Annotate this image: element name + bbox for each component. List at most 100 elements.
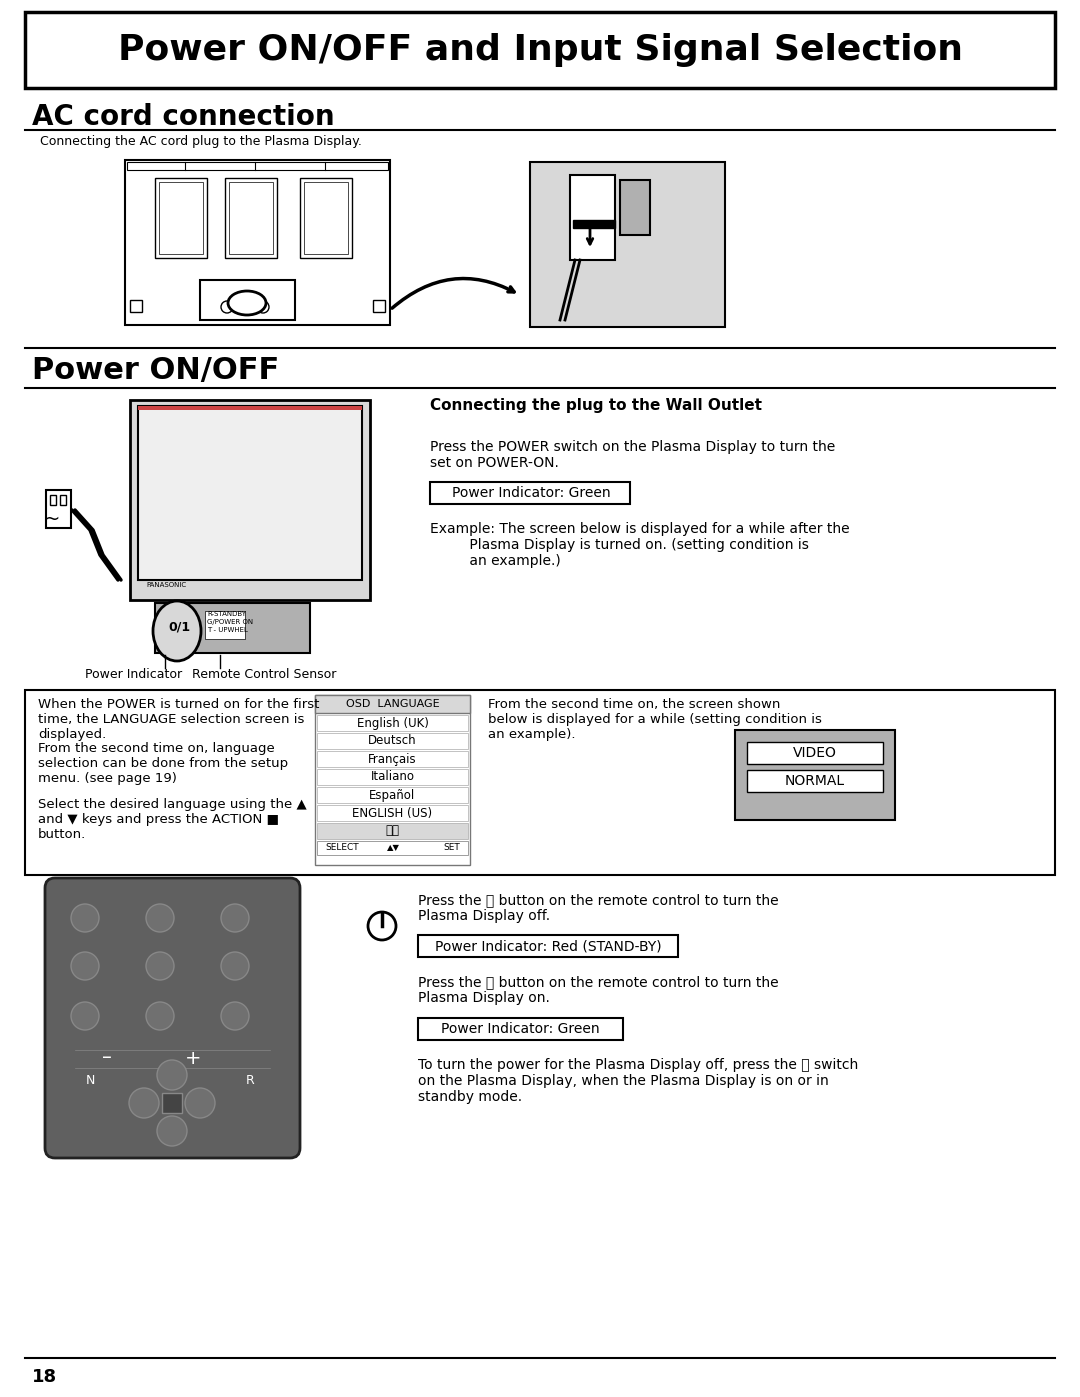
- Text: Power ON/OFF: Power ON/OFF: [32, 356, 280, 386]
- FancyBboxPatch shape: [45, 877, 300, 1158]
- Text: Power Indicator: Red (STAND-BY): Power Indicator: Red (STAND-BY): [434, 939, 661, 953]
- Bar: [318, 768, 468, 785]
- Circle shape: [185, 1088, 215, 1118]
- Text: From the second time on, language
selection can be done from the setup
menu. (se: From the second time on, language select…: [38, 742, 288, 785]
- Text: VIDEO: VIDEO: [793, 746, 837, 760]
- Text: Power Indicator: Green: Power Indicator: Green: [441, 1023, 599, 1037]
- Text: +: +: [185, 1049, 201, 1067]
- Bar: [318, 715, 468, 731]
- Circle shape: [146, 904, 174, 932]
- Text: Example: The screen below is displayed for a while after the
         Plasma Dis: Example: The screen below is displayed f…: [430, 522, 850, 569]
- Text: Español: Español: [369, 788, 416, 802]
- Text: Power Indicator: Green: Power Indicator: Green: [451, 486, 610, 500]
- Bar: [156, 177, 207, 258]
- Circle shape: [71, 951, 99, 981]
- Text: Deutsch: Deutsch: [368, 735, 417, 747]
- Bar: [418, 1018, 623, 1039]
- Text: SET: SET: [443, 844, 460, 852]
- Bar: [125, 161, 390, 326]
- Text: OSD  LANGUAGE: OSD LANGUAGE: [346, 698, 440, 710]
- Bar: [159, 182, 203, 254]
- Bar: [620, 180, 650, 235]
- Bar: [200, 279, 295, 320]
- Bar: [225, 177, 276, 258]
- Circle shape: [146, 951, 174, 981]
- Bar: [373, 300, 384, 312]
- Bar: [318, 787, 468, 803]
- Text: To turn the power for the Plasma Display off, press the ⏽ switch
on the Plasma D: To turn the power for the Plasma Display…: [418, 1058, 859, 1105]
- Bar: [315, 694, 470, 865]
- Bar: [318, 823, 468, 840]
- Text: Press the ⏽ button on the remote control to turn the
Plasma Display off.: Press the ⏽ button on the remote control…: [418, 893, 779, 923]
- Bar: [747, 770, 883, 792]
- Text: Power ON/OFF and Input Signal Selection: Power ON/OFF and Input Signal Selection: [118, 34, 962, 67]
- Text: ENGLISH (US): ENGLISH (US): [352, 806, 433, 820]
- Text: 18: 18: [32, 1368, 57, 1386]
- Bar: [300, 177, 352, 258]
- Text: R: R: [245, 1073, 255, 1087]
- Bar: [130, 300, 141, 312]
- Bar: [130, 400, 370, 599]
- Bar: [418, 935, 678, 957]
- Circle shape: [221, 300, 233, 313]
- Circle shape: [71, 1002, 99, 1030]
- Bar: [25, 13, 1055, 88]
- Bar: [735, 731, 895, 820]
- Bar: [156, 604, 310, 652]
- Circle shape: [221, 1002, 249, 1030]
- Text: N: N: [85, 1073, 95, 1087]
- Bar: [229, 182, 273, 254]
- Text: When the POWER is turned on for the first
time, the LANGUAGE selection screen is: When the POWER is turned on for the firs…: [38, 698, 320, 740]
- Bar: [318, 841, 468, 855]
- Text: Press the ⏽ button on the remote control to turn the
Plasma Display on.: Press the ⏽ button on the remote control…: [418, 975, 779, 1006]
- Bar: [46, 490, 71, 528]
- Text: AC cord connection: AC cord connection: [32, 103, 335, 131]
- Text: Connecting the AC cord plug to the Plasma Display.: Connecting the AC cord plug to the Plasm…: [32, 136, 362, 148]
- Bar: [50, 495, 56, 504]
- Bar: [138, 407, 362, 580]
- Circle shape: [221, 904, 249, 932]
- Bar: [530, 162, 725, 327]
- Circle shape: [157, 1116, 187, 1146]
- Circle shape: [221, 951, 249, 981]
- Text: Connecting the plug to the Wall Outlet: Connecting the plug to the Wall Outlet: [430, 398, 762, 414]
- Circle shape: [257, 300, 269, 313]
- Text: PANASONIC: PANASONIC: [146, 583, 186, 588]
- Bar: [60, 495, 66, 504]
- Text: SELECT: SELECT: [325, 844, 359, 852]
- Text: Remote Control Sensor: Remote Control Sensor: [192, 668, 336, 680]
- Text: Français: Français: [368, 753, 417, 766]
- Ellipse shape: [228, 291, 266, 314]
- Text: R-STANDBY: R-STANDBY: [207, 610, 246, 617]
- Bar: [573, 219, 615, 228]
- Bar: [138, 407, 362, 409]
- Ellipse shape: [153, 601, 201, 661]
- Text: From the second time on, the screen shown
below is displayed for a while (settin: From the second time on, the screen show…: [488, 698, 822, 740]
- Text: –: –: [103, 1049, 112, 1067]
- Text: Select the desired language using the ▲
and ▼ keys and press the ACTION ■
button: Select the desired language using the ▲ …: [38, 798, 307, 841]
- Circle shape: [239, 300, 251, 313]
- Bar: [205, 610, 245, 638]
- Circle shape: [129, 1088, 159, 1118]
- Circle shape: [157, 1060, 187, 1090]
- Text: English (UK): English (UK): [356, 717, 429, 729]
- Text: 中文: 中文: [386, 824, 400, 837]
- Text: NORMAL: NORMAL: [785, 774, 845, 788]
- Bar: [318, 752, 468, 767]
- Bar: [747, 742, 883, 764]
- Circle shape: [146, 1002, 174, 1030]
- Text: ▲▼: ▲▼: [387, 844, 400, 852]
- Bar: [303, 182, 348, 254]
- Text: Italiano: Italiano: [370, 771, 415, 784]
- Text: ~: ~: [44, 510, 60, 529]
- Bar: [315, 694, 470, 712]
- Circle shape: [71, 904, 99, 932]
- Bar: [127, 162, 388, 170]
- Text: T - UPWHEL: T - UPWHEL: [207, 627, 248, 633]
- Bar: [430, 482, 630, 504]
- Text: Press the POWER switch on the Plasma Display to turn the
set on POWER-ON.: Press the POWER switch on the Plasma Dis…: [430, 440, 835, 471]
- Text: 0/1: 0/1: [168, 622, 190, 634]
- Bar: [318, 805, 468, 821]
- Bar: [25, 690, 1055, 875]
- Bar: [318, 733, 468, 749]
